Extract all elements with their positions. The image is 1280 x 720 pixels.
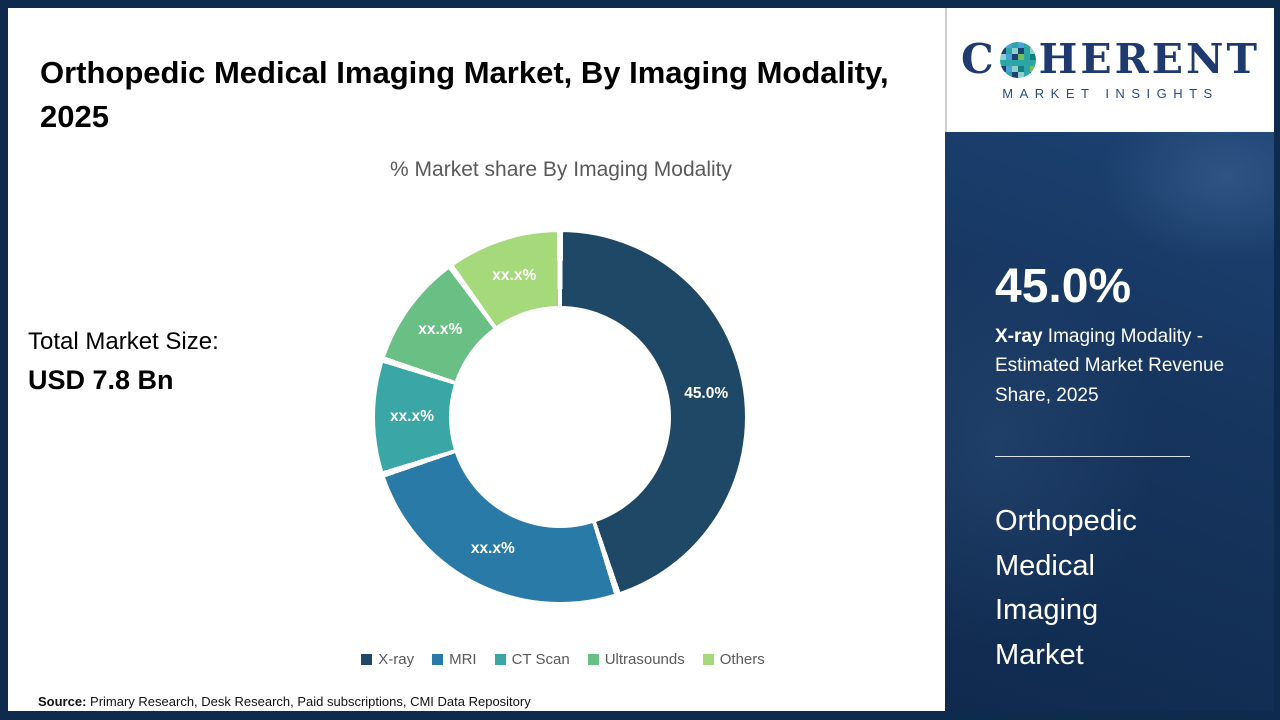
mosaic-cell — [1023, 47, 1030, 54]
chart-subtitle: % Market share By Imaging Modality — [390, 158, 732, 181]
legend-item: X-ray — [361, 651, 414, 668]
chart-canvas: Orthopedic Medical Imaging Market, By Im… — [8, 8, 945, 711]
chart-legend: X-ray MRI CT Scan Ultrasounds Others — [178, 651, 948, 668]
legend-label: CT Scan — [511, 651, 570, 668]
donut-wrap: 45.0% xx.x% xx.x% xx.x% xx.x% — [375, 232, 745, 602]
mosaic-cell — [999, 53, 1006, 60]
legend-swatch — [361, 654, 373, 665]
mosaic-cell — [1023, 41, 1030, 48]
logo-tagline: MARKET INSIGHTS — [1002, 86, 1219, 101]
mosaic-cell — [1023, 53, 1030, 60]
source-line: Source: Primary Research, Desk Research,… — [38, 694, 531, 709]
donut-segment-label: xx.x% — [390, 408, 434, 425]
mosaic-cell — [1017, 71, 1024, 78]
mosaic-cell — [1029, 65, 1036, 72]
legend-label: Others — [719, 651, 765, 668]
mosaic-cell — [1029, 53, 1036, 60]
total-market-size-block: Total Market Size: USD 7.8 Bn — [28, 328, 219, 396]
logo-letter-c: C — [961, 35, 997, 83]
donut-hole — [449, 306, 671, 528]
logo-letters-rest: HERENT — [1038, 35, 1260, 83]
source-text: Primary Research, Desk Research, Paid su… — [86, 694, 531, 709]
source-label: Source: — [38, 694, 87, 709]
mosaic-cell — [1029, 71, 1036, 78]
mosaic-cell — [1005, 53, 1012, 60]
mosaic-cell — [1011, 65, 1018, 72]
mosaic-cell — [999, 65, 1006, 72]
highlight-stat-description: X-ray Imaging Modality - Estimated Marke… — [995, 322, 1227, 409]
legend-swatch — [702, 654, 714, 665]
donut-segment-label: xx.x% — [418, 321, 463, 338]
total-market-size-value: USD 7.8 Bn — [28, 365, 174, 395]
mosaic-cell — [1029, 59, 1036, 66]
coherent-logo: C HERENT MARKET INSIGHTS — [945, 8, 1274, 132]
mosaic-cell — [999, 59, 1006, 66]
highlight-panel: 45.0% X-ray Imaging Modality - Estimated… — [945, 132, 1274, 711]
mosaic-cell — [999, 47, 1006, 54]
highlight-stat-segment: X-ray — [995, 326, 1043, 348]
coherent-logo-mosaic-icon — [999, 41, 1036, 78]
mosaic-cell — [1011, 47, 1018, 54]
mosaic-cell — [1005, 59, 1012, 66]
legend-item: MRI — [432, 651, 477, 668]
legend-label: Ultrasounds — [604, 651, 685, 668]
donut-segment-label: xx.x% — [492, 267, 537, 285]
mosaic-cell — [1023, 65, 1030, 72]
mosaic-cell — [1029, 47, 1036, 54]
highlight-stat-rest: Imaging Modality - Estimated Market Reve… — [995, 326, 1225, 406]
mosaic-cell — [1011, 41, 1018, 48]
donut-segment-label: 45.0% — [684, 384, 729, 402]
mosaic-cell — [1011, 71, 1018, 78]
panel-divider — [995, 455, 1190, 457]
legend-label: MRI — [449, 651, 477, 668]
mosaic-cell — [1017, 41, 1024, 48]
mosaic-cell — [1005, 47, 1012, 54]
legend-label: X-ray — [378, 651, 415, 668]
coherent-logo-wordmark: C HERENT — [961, 39, 1260, 80]
mosaic-cell — [1017, 47, 1024, 54]
page-title: Orthopedic Medical Imaging Market, By Im… — [40, 54, 889, 134]
mosaic-cell — [1017, 65, 1024, 72]
mosaic-cell — [1005, 65, 1012, 72]
legend-item: CT Scan — [494, 651, 570, 668]
legend-swatch — [587, 654, 599, 665]
highlight-stat-value: 45.0% — [995, 260, 1132, 313]
total-market-size-label: Total Market Size: — [28, 328, 219, 355]
mosaic-cell — [1017, 59, 1024, 66]
mosaic-cell — [1023, 59, 1030, 66]
mosaic-cell — [1011, 59, 1018, 66]
mosaic-cell — [1011, 53, 1018, 60]
mosaic-cell — [1017, 53, 1024, 60]
legend-item: Others — [702, 651, 765, 668]
market-name: Orthopedic Medical Imaging Market — [995, 504, 1137, 672]
mosaic-cell — [1005, 41, 1012, 48]
legend-item: Ultrasounds — [587, 651, 685, 668]
legend-swatch — [432, 654, 444, 665]
donut-segment-label: xx.x% — [470, 539, 515, 557]
mosaic-cell — [1005, 71, 1012, 78]
legend-swatch — [494, 654, 506, 665]
mosaic-cell — [1023, 71, 1030, 78]
